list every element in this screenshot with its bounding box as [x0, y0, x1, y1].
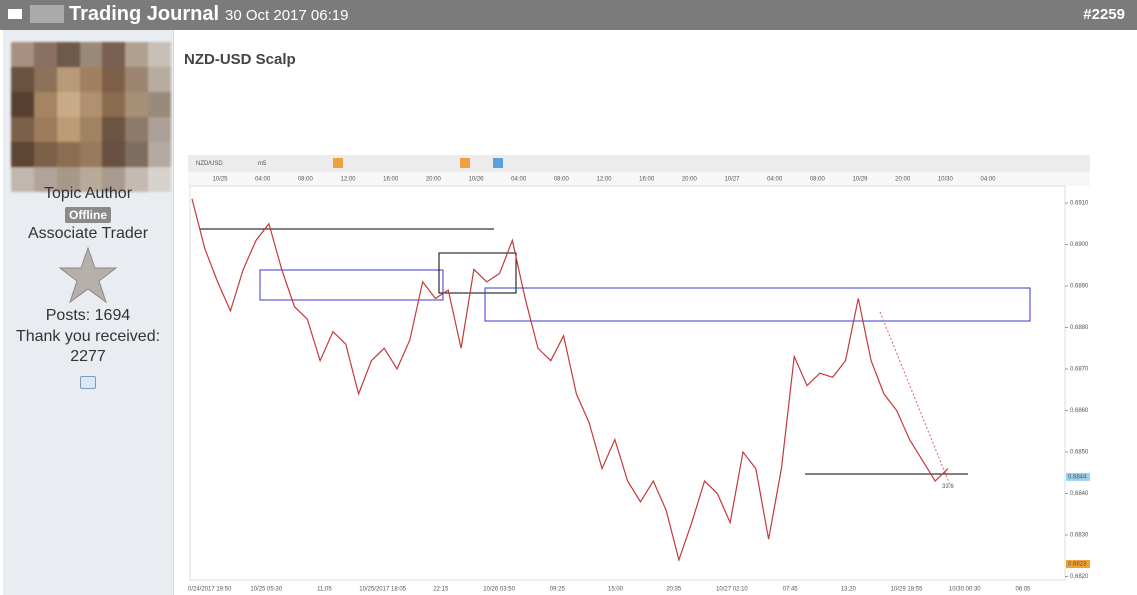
chart-toolbar [188, 155, 1090, 172]
current-price-box [1066, 472, 1090, 481]
top-time-label: 04:00 [511, 177, 527, 183]
end-label: 33.6 [942, 484, 954, 490]
y-tick-label: 0.6860 [1070, 408, 1089, 414]
bottom-time-label: 10/25/2017 18:05 [359, 587, 406, 593]
top-time-label: 12:00 [340, 177, 356, 183]
top-time-label: 04:00 [767, 177, 783, 183]
y-tick-label: 0.6880 [1070, 325, 1089, 331]
bottom-time-label: 09:25 [550, 587, 566, 593]
author-panel: Topic Author Offline Associate Trader Po… [3, 30, 174, 595]
bottom-time-label: 22:15 [433, 587, 449, 593]
bottom-time-label: 10/29 18:55 [891, 587, 923, 593]
bottom-time-label: 20:35 [666, 587, 682, 593]
annotation-box [438, 252, 517, 294]
post-title: NZD-USD Scalp [184, 51, 296, 68]
thread-title[interactable]: Trading Journal [69, 3, 220, 25]
plot-area [189, 185, 1066, 581]
thanks-count: 2277 [70, 348, 106, 365]
y-tick-label: 0.6840 [1070, 491, 1089, 497]
top-time-label: 04:00 [980, 177, 996, 183]
top-time-label: 08:00 [554, 177, 570, 183]
annotation-trend [879, 311, 951, 486]
bottom-time-label: 07:45 [783, 587, 799, 593]
y-tick-label: 0.6850 [1070, 450, 1089, 456]
tool-icon[interactable] [493, 158, 503, 168]
top-time-label: 12:00 [596, 177, 612, 183]
bottom-time-label: 15:00 [608, 587, 624, 593]
top-time-label: 04:00 [255, 177, 271, 183]
top-time-label: 16:00 [639, 177, 655, 183]
y-tick-label: 0.6910 [1070, 201, 1089, 207]
post-header: Trading Journal 30 Oct 2017 06:19 #2259 [0, 0, 1137, 30]
bottom-time-label: 13:20 [841, 587, 857, 593]
y-tick-label: 0.6900 [1070, 242, 1089, 248]
post-date: 30 Oct 2017 06:19 [225, 7, 349, 24]
bottom-time-label: 10/27 02:10 [716, 587, 748, 593]
price-line [191, 198, 949, 563]
top-time-label: 08:00 [810, 177, 826, 183]
y-tick-label: 0.6870 [1070, 367, 1089, 373]
bottom-time-label: 10/25 05:30 [250, 587, 282, 593]
top-time-label: 20:00 [682, 177, 698, 183]
low-price-box [1066, 560, 1090, 569]
top-time-label: 08:00 [298, 177, 314, 183]
post-number[interactable]: #2259 [1083, 6, 1125, 23]
low-price: 0.6823 [1068, 562, 1087, 568]
avatar [11, 42, 171, 192]
bottom-time-label: 06:05 [1015, 587, 1031, 593]
hidden-username [30, 5, 64, 23]
bottom-time-label: 10/24/2017 19:50 [188, 587, 232, 593]
symbol: NZD/USD [196, 161, 223, 167]
top-time-label: 20:00 [426, 177, 442, 183]
author-rank: Associate Trader [27, 225, 149, 242]
current-price: 0.6844 [1068, 474, 1087, 480]
author-role: Topic Author [43, 185, 133, 202]
annotation-box [259, 269, 444, 301]
top-time-label: 10/30 [938, 177, 954, 183]
post-count: Posts: 1694 [45, 307, 131, 324]
tool-icon[interactable] [333, 158, 343, 168]
price-chart: NZD/USD m5 0.6910 0.6900 0.6890 0.6880 0.687… [188, 155, 1090, 593]
tool-icon[interactable] [460, 158, 470, 168]
status-badge: Offline [65, 207, 111, 223]
bottom-time-label: 11:05 [317, 587, 332, 593]
top-time-label: 10/26 [468, 177, 484, 183]
top-time-label: 10/29 [852, 177, 868, 183]
thanks-label: Thank you received: [15, 328, 161, 345]
top-time-label: 16:00 [383, 177, 399, 183]
timeframe: m5 [258, 161, 267, 167]
y-tick-label: 0.6830 [1070, 533, 1089, 539]
top-time-label: 20:00 [895, 177, 911, 183]
y-tick-label: 0.6890 [1070, 284, 1089, 290]
rank-star [58, 246, 118, 304]
top-time-label: 10/25 [212, 177, 228, 183]
time-axis-top [188, 172, 1090, 186]
bottom-time-label: 10/26 03:50 [483, 587, 515, 593]
bottom-time-label: 10/30 00:30 [949, 587, 981, 593]
post-icon [8, 9, 22, 19]
top-time-label: 10/27 [724, 177, 740, 183]
annotation-box [484, 287, 1031, 322]
y-tick-label: 0.6820 [1070, 574, 1089, 580]
message-button[interactable] [80, 376, 96, 389]
